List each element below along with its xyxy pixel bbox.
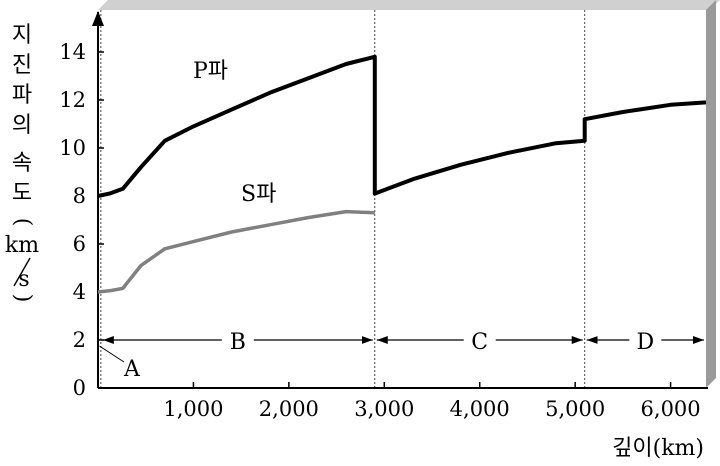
- y-axis-label-char: 파: [12, 83, 32, 108]
- y-axis-unit-denominator: s: [18, 267, 29, 292]
- region-annotations: B C D A: [99, 330, 704, 382]
- y-axis-unit-close-paren: ): [10, 294, 35, 303]
- y-axis-unit-numerator: km: [5, 233, 39, 258]
- series-label-s-wave: S파: [241, 182, 276, 207]
- series-line-p-wave: [97, 54, 707, 198]
- region-pointer-A: [99, 345, 125, 363]
- region-label-A: A: [123, 357, 141, 382]
- y-tick-label: 8: [73, 184, 86, 208]
- y-axis-label-char: 속: [12, 151, 32, 176]
- boundary-lines: [100, 10, 586, 388]
- frame-right-shade: [706, 0, 716, 388]
- x-tick-label: 2,000: [259, 397, 319, 421]
- y-tick-label: 12: [59, 88, 86, 112]
- y-tick-label: 6: [73, 232, 86, 256]
- x-tick-label: 1,000: [163, 397, 223, 421]
- y-axis-unit-open-paren: (: [10, 218, 35, 227]
- x-axis-label: 깊이(km): [612, 436, 704, 461]
- y-axis-unit-slash: [13, 257, 31, 287]
- y-tick-label: 10: [59, 136, 86, 160]
- region-label-B: B: [230, 330, 246, 355]
- series-layer: P파 S파: [97, 54, 707, 294]
- x-tick-label: 5,000: [545, 397, 605, 421]
- y-axis-label-char: 진: [12, 53, 32, 78]
- frame-top-shade: [98, 0, 720, 10]
- tick-marks: 1,000 2,000 3,000 4,000 5,000 6,000 0 2 4 6 8 10 12 1…: [59, 40, 700, 421]
- x-tick-label: 6,000: [641, 397, 701, 421]
- x-tick-label: 3,000: [354, 397, 414, 421]
- series-label-p-wave: P파: [193, 59, 228, 84]
- y-tick-label: 14: [59, 40, 86, 64]
- region-label-D: D: [637, 330, 655, 355]
- y-tick-label: 2: [73, 328, 86, 352]
- axes: [92, 11, 708, 389]
- y-axis-label-char: 도: [12, 181, 32, 206]
- region-label-C: C: [471, 330, 488, 355]
- x-tick-label: 4,000: [450, 397, 510, 421]
- y-tick-label: 4: [73, 280, 86, 304]
- y-axis-label-char: 지: [12, 23, 32, 48]
- series-line-s-wave: [97, 209, 375, 294]
- y-tick-label: 0: [73, 376, 86, 400]
- y-axis-label-char: 의: [12, 113, 32, 138]
